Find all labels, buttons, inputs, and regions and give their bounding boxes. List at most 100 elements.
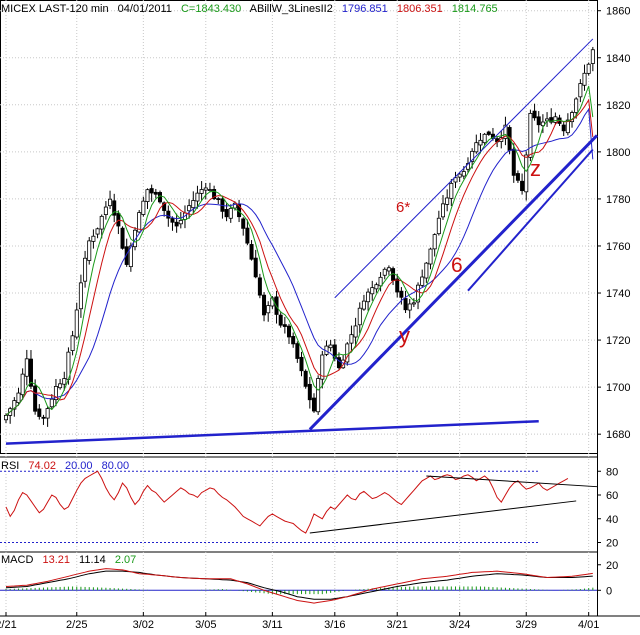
candle-body [178, 219, 183, 225]
candle-body [524, 154, 529, 193]
candle-body [582, 72, 587, 86]
candle-body [316, 378, 321, 413]
candle-body [245, 227, 250, 244]
macd-signal-line [5, 570, 593, 600]
candle-body [386, 267, 391, 272]
candle-body [332, 344, 337, 359]
candle-body [74, 309, 79, 338]
candle-body [124, 246, 129, 265]
moving-average-line [5, 98, 594, 416]
rsi-tick-label: 80 [606, 466, 618, 478]
x-tick-label: 3/02 [133, 619, 154, 631]
candle-body [407, 303, 412, 311]
candle-body [420, 276, 425, 286]
candle-body [482, 133, 487, 144]
candle-body [212, 189, 217, 200]
price-tick-label: 1760 [606, 241, 630, 253]
x-tick-label: 3/21 [387, 619, 408, 631]
rsi-label: RSI [1, 460, 19, 472]
candle-body [424, 262, 429, 279]
x-tick-label: 3/24 [449, 619, 470, 631]
rsi-tick-label: 60 [606, 490, 618, 502]
candle-body [58, 383, 63, 389]
candle-body [461, 171, 466, 177]
candle-body [586, 63, 591, 74]
candle-body [70, 335, 75, 351]
candle-body [549, 117, 554, 123]
channel-lower-line-2 [467, 148, 594, 292]
rsi-tick-label: 40 [606, 514, 618, 526]
candle-body [41, 416, 46, 419]
candle-body [241, 218, 246, 229]
candle-body [195, 192, 200, 202]
macd-value-green: 2.07 [115, 554, 136, 566]
candle-body [503, 124, 508, 139]
candle-body [170, 218, 175, 223]
candle-body [253, 257, 258, 278]
candle-body [232, 202, 237, 209]
x-tick-label: 4/01 [578, 619, 599, 631]
candle-body [203, 187, 208, 191]
candle-body [449, 182, 454, 199]
candle-body [187, 205, 192, 212]
moving-average-line [5, 107, 594, 416]
candle-body [578, 83, 583, 98]
x-tick-label: 3/16 [324, 619, 345, 631]
rsi-header: RSI 74.02 20.00 80.00 [1, 460, 129, 472]
candle-body [453, 177, 458, 183]
macd-histogram [5, 586, 594, 595]
channel-upper-line [334, 38, 594, 299]
candle-body [91, 235, 96, 242]
candle-body [262, 294, 267, 316]
candle-body [162, 202, 167, 211]
macd-label: MACD [1, 554, 33, 566]
macd-header: MACD 13.21 11.14 2.07 [1, 554, 136, 566]
candle-body [112, 200, 117, 216]
candle-body [20, 373, 25, 396]
candle-body [428, 248, 433, 265]
candle-body [174, 221, 179, 227]
candle-body [199, 189, 204, 194]
candle-body [328, 344, 333, 349]
candle-body [299, 356, 304, 372]
date-label: 04/01/2011 [118, 3, 172, 15]
candle-body [520, 180, 525, 192]
candle-body [374, 284, 379, 290]
candle-body [24, 358, 29, 377]
candle-body [536, 116, 541, 126]
candle-body [166, 210, 171, 219]
candle-body [108, 198, 113, 207]
candle-body [153, 191, 158, 195]
rsi-level-high: 80.00 [102, 460, 130, 472]
candle-body [120, 227, 125, 249]
candle-body [353, 325, 358, 338]
candle-body [486, 131, 491, 135]
macd-tick-label: 20 [606, 560, 618, 572]
candle-body [474, 142, 479, 153]
annotation-y: y [399, 323, 410, 348]
price-tick-label: 1700 [606, 382, 630, 394]
rsi-trendline [426, 475, 598, 488]
candle-body [191, 200, 196, 209]
candle-body [4, 415, 9, 421]
x-tick-label: 2/21 [0, 619, 17, 631]
candle-body [382, 268, 387, 276]
annotation-6-star: 6* [396, 199, 410, 216]
candle-body [478, 139, 483, 146]
candle-body [528, 112, 533, 158]
rsi-value: 74.02 [28, 460, 56, 472]
candle-body [141, 200, 146, 215]
candle-body [303, 370, 308, 387]
macd-tick-label: 0 [606, 585, 612, 597]
annotation-z: z [530, 156, 541, 181]
candle-body [137, 212, 142, 233]
candle-body [378, 276, 383, 287]
candle-body [416, 284, 421, 303]
channel-lower-line [308, 134, 599, 431]
candle-body [399, 290, 404, 298]
x-tick-label: 3/11 [262, 619, 283, 631]
candle-body [515, 173, 520, 181]
candle-body [295, 343, 300, 359]
price-tick-label: 1860 [606, 6, 630, 18]
